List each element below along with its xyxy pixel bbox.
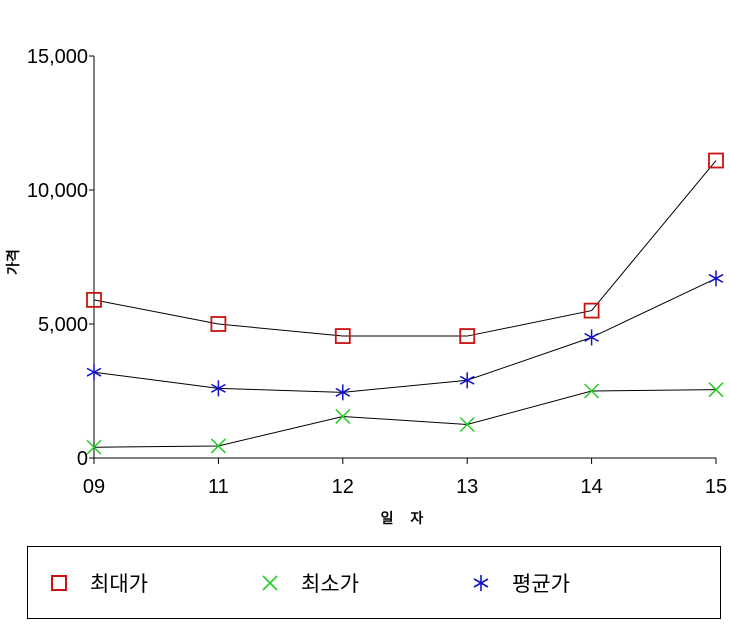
data-point [708, 152, 724, 169]
point-stroke [459, 416, 475, 433]
point-stroke [708, 382, 724, 398]
data-point [86, 439, 102, 455]
point-stroke [86, 367, 102, 377]
y-tick-label: 0 [77, 448, 88, 470]
legend-item-max: 최대가 [50, 547, 148, 618]
legend-label-min: 최소가 [301, 571, 359, 596]
data-point [210, 316, 227, 332]
y-axis-title: 가격 [5, 249, 22, 275]
square-marker-icon [51, 574, 67, 591]
y-tick-labels: 0 5,000 10,000 15,000 [27, 46, 88, 470]
point-stroke [584, 332, 599, 342]
data-point [584, 383, 600, 399]
legend-label-max: 최대가 [90, 571, 148, 596]
x-tick-label: 14 [580, 476, 602, 498]
x-axis-title: 일 자 [381, 511, 430, 527]
data-point [708, 382, 724, 398]
data-point [86, 364, 102, 381]
x-marker-icon [262, 574, 278, 591]
data-point [211, 380, 226, 397]
x-tick-label: 12 [332, 476, 354, 498]
point-stroke [708, 273, 724, 283]
point-stroke [335, 408, 351, 424]
data-point [335, 384, 351, 401]
series-layer [86, 152, 724, 455]
point-stroke [86, 439, 102, 455]
data-point [86, 291, 102, 308]
x-tick-label: 13 [456, 476, 478, 498]
series-line [93, 277, 717, 393]
point-stroke [584, 383, 600, 399]
data-point [584, 329, 599, 346]
data-point [334, 328, 351, 344]
legend-item-min: 최소가 [261, 547, 359, 618]
series-line [93, 160, 717, 337]
data-point [459, 416, 475, 433]
legend: 최대가 최소가 평균가 [27, 546, 721, 619]
data-point [459, 372, 475, 389]
y-tick-label: 10,000 [27, 180, 88, 202]
x-tick-label: 11 [208, 476, 229, 498]
x-tick-labels: 09 11 12 13 14 15 [83, 476, 727, 498]
series-0 [86, 152, 724, 344]
point-stroke [211, 383, 226, 393]
data-point [210, 438, 226, 454]
axes [89, 55, 717, 464]
data-point [459, 328, 476, 344]
series-line [93, 389, 717, 448]
legend-label-avg: 평균가 [512, 571, 570, 596]
data-point [335, 408, 351, 424]
line-chart: 0 5,000 10,000 15,000 09 11 12 13 14 15 가격 일 자 [5, 46, 727, 527]
x-tick-label: 15 [705, 476, 727, 498]
series-1 [86, 382, 724, 455]
point-stroke [210, 438, 226, 454]
y-tick-label: 15,000 [27, 46, 88, 68]
asterisk-marker-icon [473, 574, 489, 591]
point-stroke [459, 375, 475, 385]
x-tick-label: 09 [83, 476, 105, 498]
y-tick-label: 5,000 [38, 314, 88, 336]
series-2 [86, 270, 724, 401]
point-stroke [335, 387, 351, 397]
data-point [708, 270, 724, 287]
data-point [583, 302, 600, 319]
legend-item-avg: 평균가 [472, 547, 570, 618]
